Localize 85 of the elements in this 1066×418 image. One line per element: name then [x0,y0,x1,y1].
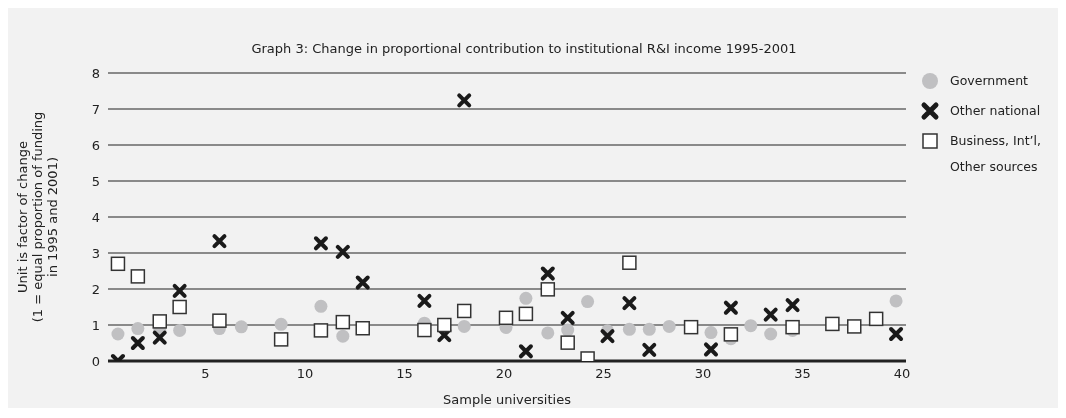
x-axis-title: Sample universities [443,392,572,407]
point [847,319,862,334]
y-tick-label: 1 [91,317,100,333]
point [683,319,699,335]
point [456,303,472,319]
point [763,307,778,322]
point [889,327,904,341]
point [152,330,167,345]
point [642,322,656,336]
x-tick-label: 35 [794,366,811,382]
point [540,266,555,281]
x-tick-label: 5 [201,366,210,382]
point [234,320,248,334]
point [336,329,350,343]
point [541,326,555,340]
x-tick-label: 40 [893,366,911,382]
point [723,300,738,315]
point [622,255,637,270]
y-tick-label: 0 [91,353,100,369]
legend-label: Business, Int’l, Other sources [950,132,1042,176]
point [335,314,351,330]
point [744,319,758,333]
point [622,322,636,336]
point [704,326,718,340]
x-tick-label: 30 [694,366,712,382]
point [561,323,575,337]
legend-label: Government [950,72,1029,90]
point [581,295,595,309]
y-tick-label: 6 [91,137,100,153]
y-tick-label: 3 [91,245,100,261]
point [131,322,145,336]
point [173,323,187,337]
point [417,293,432,308]
point [355,320,370,336]
point [355,275,370,290]
point [110,256,126,272]
point [889,294,903,308]
point [540,282,556,297]
point [785,298,800,313]
x-tick-label: 25 [595,366,612,382]
point [498,310,514,326]
point [313,323,329,338]
point [518,306,534,322]
point [518,344,533,359]
x-tick-label: 10 [296,366,314,382]
point [314,299,328,313]
point [764,327,778,341]
x-tick-label: 20 [495,366,513,382]
point [417,322,432,338]
point [642,342,657,357]
point [785,319,800,335]
point [130,336,145,350]
point [152,314,167,329]
chart-title: Graph 3: Change in proportional contribution to institutional R&I income 1995-2001 [251,41,797,56]
point [825,316,840,332]
x-tick-label: 15 [396,366,413,382]
point [622,296,637,311]
y-tick-label: 2 [91,281,100,297]
y-tick-label: 8 [91,65,100,81]
point [437,317,452,333]
point [457,93,472,108]
point [172,283,187,298]
point [723,327,739,342]
point [313,236,328,251]
point [560,310,575,325]
point [457,319,471,333]
point [560,335,575,350]
point [172,299,187,315]
legend-label: Other national [950,102,1042,120]
point [600,329,615,344]
point [274,317,288,331]
point [703,342,718,357]
point [868,311,884,327]
point [273,332,289,347]
y-axis-title: Unit is factor of change (1 = equal proportion of funding in 1995 and 2001) [15,111,60,323]
point [212,234,227,249]
point [212,313,227,328]
point [662,319,676,333]
point [519,291,533,305]
y-tick-label: 4 [91,209,100,225]
point [130,269,146,284]
y-tick-label: 7 [91,101,100,117]
point [335,244,350,259]
y-tick-label: 5 [91,173,100,189]
point [111,327,125,341]
